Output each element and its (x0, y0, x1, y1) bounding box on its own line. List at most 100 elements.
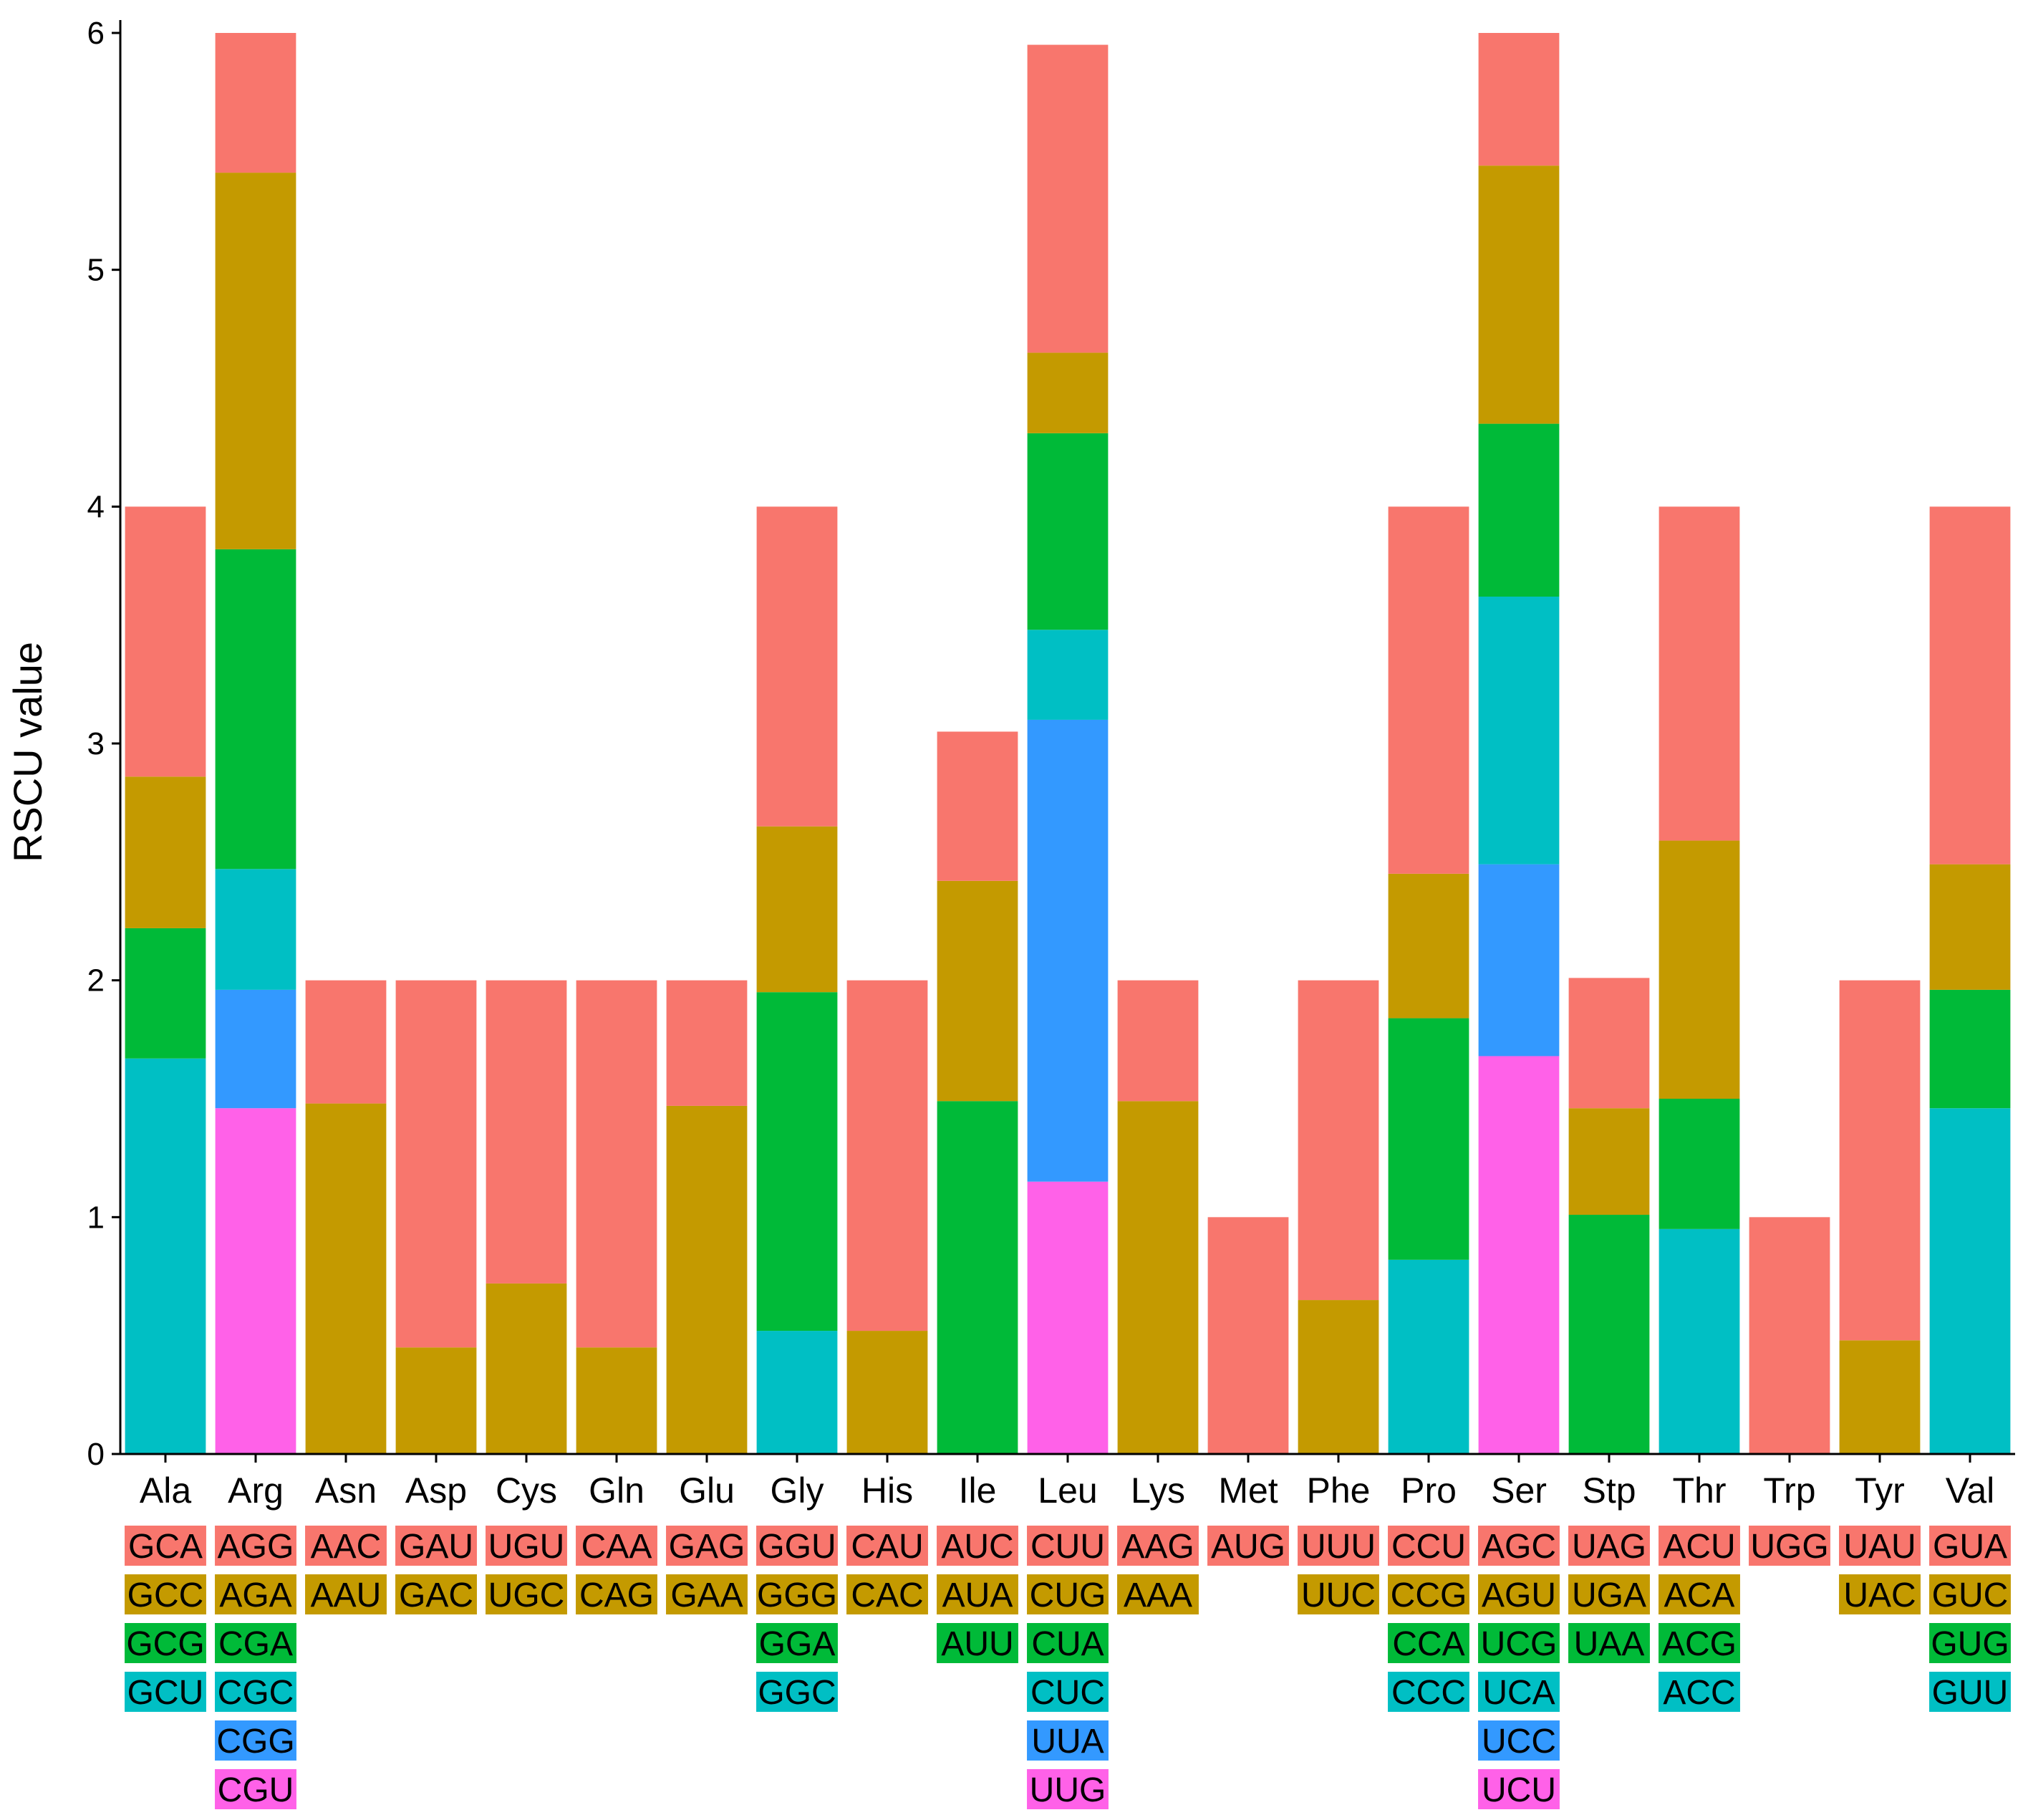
codon-label-uuu: UUU (1301, 1528, 1376, 1566)
codon-label-cuu: CUU (1030, 1528, 1105, 1566)
codon-label-aga: AGA (219, 1576, 291, 1614)
codon-label-aaa: AAA (1124, 1576, 1192, 1614)
y-tick-label: 1 (87, 1200, 105, 1235)
codon-box-aag (1117, 1526, 1199, 1566)
y-tick-label: 5 (87, 253, 105, 288)
codon-label-boxes: GCA GCC GCG GCU AGG AGA CGA CGC CGG CGU AAC AAU GAU G… (125, 1526, 2011, 1809)
codon-box-ggg (756, 1574, 838, 1614)
y-axis-title: RSCU value (5, 642, 50, 862)
codon-label-cgg: CGG (216, 1723, 294, 1761)
codon-box-gau (395, 1526, 477, 1566)
bar-segment-asn-aac (305, 980, 387, 1104)
codon-box-ggu (756, 1526, 838, 1566)
bar-segment-pro-ccu (1388, 506, 1469, 874)
bar-segment-ser-ucu (1478, 1056, 1560, 1454)
codon-box-guc (1929, 1574, 2011, 1614)
bar-segment-trp-ugg (1749, 1217, 1830, 1454)
bar-segment-cys-ugu (486, 980, 567, 1284)
codon-box-ggc (756, 1672, 838, 1712)
x-tick-label-ala: Ala (140, 1470, 191, 1511)
codon-box-cgu (215, 1769, 296, 1809)
codon-box-aca (1659, 1574, 1740, 1614)
codon-box-cug (1027, 1574, 1109, 1614)
codon-label-gag: GAG (669, 1528, 745, 1566)
codon-box-cau (846, 1526, 928, 1566)
codon-label-cgu: CGU (218, 1771, 294, 1809)
codon-box-cua (1027, 1623, 1109, 1663)
codon-box-agc (1478, 1526, 1560, 1566)
x-tick-label-pro: Pro (1401, 1470, 1457, 1511)
x-tick-label-cys: Cys (496, 1470, 557, 1511)
codon-box-acc (1659, 1672, 1740, 1712)
y-tick-label: 3 (87, 726, 105, 761)
bar-segment-gly-ggu (756, 506, 838, 827)
codon-box-gua (1929, 1526, 2011, 1566)
codon-box-aga (215, 1574, 296, 1614)
codon-label-agu: AGU (1482, 1576, 1556, 1614)
codon-box-ugu (486, 1526, 567, 1566)
codon-box-aaa (1117, 1574, 1199, 1614)
codon-label-ggu: GGU (758, 1528, 836, 1566)
codon-label-cau: CAU (851, 1528, 923, 1566)
codon-box-gcu (125, 1672, 206, 1712)
codon-box-ccu (1388, 1526, 1469, 1566)
codon-box-ccc (1388, 1672, 1469, 1712)
codon-label-ggc: GGC (758, 1674, 836, 1712)
codon-box-gac (395, 1574, 477, 1614)
bar-segment-lys-aag (1117, 980, 1199, 1102)
codon-box-cga (215, 1623, 296, 1663)
x-tick-label-arg: Arg (228, 1470, 284, 1511)
bars-layer (125, 33, 2011, 1454)
codon-box-agg (215, 1526, 296, 1566)
codon-label-ccc: CCC (1391, 1674, 1466, 1712)
bar-segment-gln-cag (576, 1347, 657, 1454)
codon-label-aag: AAG (1121, 1528, 1194, 1566)
bar-segment-tyr-uac (1839, 1340, 1921, 1454)
bar-segment-lys-aaa (1117, 1101, 1199, 1454)
codon-box-gcg (125, 1623, 206, 1663)
bar-segment-arg-cgg (215, 989, 296, 1109)
x-tick-label-leu: Leu (1038, 1470, 1097, 1511)
codon-box-cgc (215, 1672, 296, 1712)
codon-box-uau (1839, 1526, 1921, 1566)
codon-label-ugu: UGU (488, 1528, 565, 1566)
codon-box-gga (756, 1623, 838, 1663)
codon-label-cuc: CUC (1030, 1674, 1105, 1712)
bar-segment-asp-gac (395, 1347, 477, 1454)
bar-segment-val-guu (1929, 1108, 2011, 1454)
codon-box-gug (1929, 1623, 2011, 1663)
bar-segment-arg-cgc (215, 869, 296, 990)
bar-segment-ala-gcc (125, 776, 206, 928)
bar-segment-leu-cua (1027, 433, 1109, 630)
codon-label-aac: AAC (311, 1528, 382, 1566)
bar-segment-ser-ucc (1478, 864, 1560, 1056)
codon-box-guu (1929, 1672, 2011, 1712)
codon-box-uug (1027, 1769, 1109, 1809)
codon-label-guu: GUU (1932, 1674, 2009, 1712)
codon-box-cca (1388, 1623, 1469, 1663)
codon-label-gga: GGA (759, 1625, 836, 1663)
x-tick-label-gln: Gln (589, 1470, 644, 1511)
bar-segment-glu-gag (666, 980, 748, 1106)
bar-segment-arg-aga (215, 173, 296, 549)
codon-label-cag: CAG (579, 1576, 654, 1614)
codon-box-uag (1568, 1526, 1650, 1566)
codon-label-uga: UGA (1572, 1576, 1646, 1614)
codon-label-aug: AUG (1211, 1528, 1285, 1566)
bar-segment-leu-cuu (1027, 44, 1109, 353)
codon-box-gcc (125, 1574, 206, 1614)
bar-segment-his-cau (846, 980, 928, 1332)
bar-segment-ala-gcg (125, 928, 206, 1059)
codon-label-ccg: CCG (1391, 1576, 1467, 1614)
codon-label-cug: CUG (1030, 1576, 1106, 1614)
codon-box-caa (576, 1526, 657, 1566)
bar-segment-ala-gcu (125, 1058, 206, 1454)
bar-segment-met-aug (1207, 1217, 1289, 1454)
codon-label-uuc: UUC (1301, 1576, 1376, 1614)
codon-label-cga: CGA (218, 1625, 293, 1663)
bar-segment-arg-agg (215, 33, 296, 173)
codon-box-gaa (666, 1574, 748, 1614)
codon-label-uau: UAU (1843, 1528, 1916, 1566)
bar-segment-gly-ggc (756, 1331, 838, 1454)
x-tick-label-met: Met (1218, 1470, 1278, 1511)
